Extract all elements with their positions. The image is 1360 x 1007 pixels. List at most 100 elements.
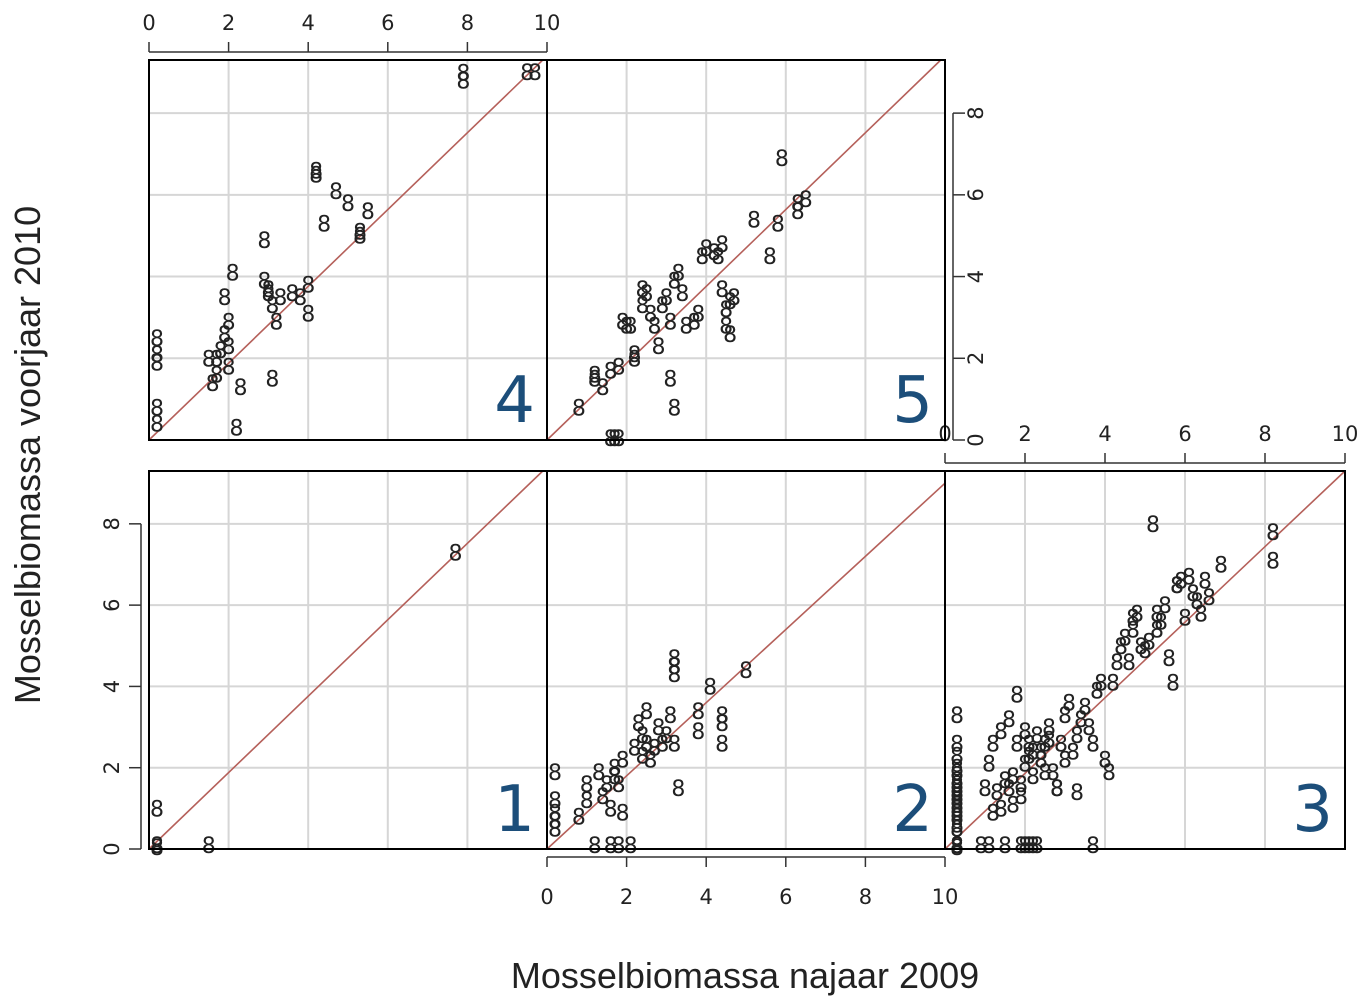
data-point: 8: [572, 396, 586, 421]
data-point: 8: [667, 732, 681, 757]
data-point: 8: [548, 761, 562, 786]
data-point: 8: [715, 704, 729, 729]
data-point: 8: [1010, 684, 1024, 709]
data-point: 8: [998, 769, 1012, 794]
data-point: 8: [723, 290, 737, 315]
data-point: 8: [723, 323, 737, 348]
data-point: 8: [309, 163, 323, 188]
data-point: 8: [791, 200, 805, 225]
x-tick-label: 0: [540, 885, 553, 909]
data-point: 8: [612, 355, 626, 380]
data-point: 8: [1058, 749, 1072, 774]
data-point: 8: [285, 282, 299, 307]
data-point: 8: [1002, 777, 1016, 802]
data-point: 8: [675, 282, 689, 307]
data-point: 8: [548, 818, 562, 843]
panel-frame: [944, 470, 1346, 850]
data-point: 8: [1022, 732, 1036, 757]
data-point: 8: [715, 233, 729, 258]
data-point: 8: [1042, 728, 1056, 753]
y-tick-label: 6: [964, 188, 988, 201]
data-point: 8: [580, 773, 594, 798]
data-point: 8: [341, 192, 355, 217]
y-tick-label: 0: [964, 433, 988, 446]
y-tick-label: 6: [100, 598, 124, 611]
x-tick-label: 6: [779, 885, 792, 909]
x-tick-label: 4: [700, 885, 713, 909]
data-point: 8: [1006, 793, 1020, 818]
data-point: 8: [1138, 639, 1152, 664]
data-point: 8: [1162, 647, 1176, 672]
data-point: 8: [261, 278, 275, 303]
data-point: 8: [950, 797, 964, 822]
data-point: 8: [1094, 671, 1108, 696]
data-point: 8: [950, 781, 964, 806]
data-point: 8: [616, 749, 630, 774]
data-point: 8: [687, 311, 701, 336]
data-point: 8: [1082, 716, 1096, 741]
data-point: 8: [1170, 574, 1184, 599]
data-point: 8: [222, 335, 236, 360]
data-point: 8: [950, 805, 964, 830]
data-point: 8: [1182, 566, 1196, 591]
data-point: 8: [1098, 749, 1112, 774]
data-point: 8: [679, 315, 693, 340]
x-tick-label: 10: [1332, 422, 1359, 446]
data-point: 8: [799, 188, 813, 213]
data-point: 8: [604, 797, 618, 822]
data-point: 8: [456, 69, 470, 94]
data-point: 8: [691, 700, 705, 725]
data-point: 8: [950, 757, 964, 782]
data-point: 8: [1086, 834, 1100, 859]
data-point: 8: [950, 801, 964, 826]
data-point: 8: [616, 311, 630, 336]
data-point: 8: [667, 663, 681, 688]
data-point: 8: [520, 61, 534, 86]
data-point: 8: [628, 343, 642, 368]
data-point: 8: [950, 761, 964, 786]
data-point: 8: [604, 360, 618, 385]
data-point: 8: [1170, 574, 1184, 599]
data-point: 8: [612, 834, 626, 859]
data-point: 8: [1054, 732, 1068, 757]
data-point: 8: [210, 347, 224, 372]
data-point: 8: [719, 298, 733, 323]
y-tick-label: 2: [964, 352, 988, 365]
data-point: 8: [727, 286, 741, 311]
data-point: 8: [1110, 651, 1124, 676]
data-point: 8: [715, 732, 729, 757]
data-point: 8: [1026, 834, 1040, 859]
data-point: 8: [301, 274, 315, 299]
data-point: 8: [982, 753, 996, 778]
data-point: 8: [1134, 635, 1148, 660]
data-point: 8: [1102, 761, 1116, 786]
data-point: 8: [1042, 716, 1056, 741]
data-point: 8: [715, 278, 729, 303]
data-point: 8: [1030, 724, 1044, 749]
data-point: 8: [456, 61, 470, 86]
data-point: 8: [695, 245, 709, 270]
data-point: 8: [600, 773, 614, 798]
data-point: 8: [1018, 753, 1032, 778]
data-point: 8: [1266, 521, 1280, 546]
data-point: 8: [950, 769, 964, 794]
data-point: 8: [651, 335, 665, 360]
panel-label: 3: [1292, 773, 1333, 847]
data-point: 8: [1034, 749, 1048, 774]
data-point: 8: [572, 805, 586, 830]
data-point: 8: [1126, 619, 1140, 644]
data-point: 8: [548, 810, 562, 835]
data-point: 8: [1014, 773, 1028, 798]
data-point: 8: [663, 704, 677, 729]
data-point: 8: [671, 777, 685, 802]
panel-frame: [546, 59, 946, 441]
data-point: 8: [667, 647, 681, 672]
x-tick-label: 2: [1018, 422, 1031, 446]
data-point: 8: [950, 773, 964, 798]
data-point: 8: [361, 200, 375, 225]
data-point: 8: [974, 834, 988, 859]
data-point: 8: [150, 351, 164, 376]
data-point: 8: [747, 208, 761, 233]
data-point: 8: [1070, 724, 1084, 749]
data-point: 8: [234, 376, 248, 401]
